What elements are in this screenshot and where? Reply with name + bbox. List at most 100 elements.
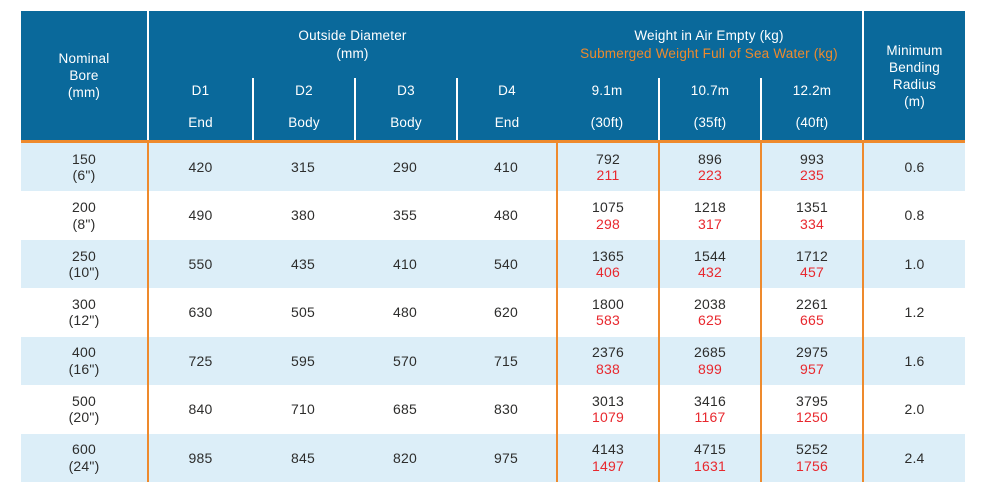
submerged-weight-value: 235: [800, 167, 824, 184]
d3-body-value: 685: [393, 401, 417, 418]
header-min-bending-radius: Minimum Bending Radius (m): [862, 11, 965, 140]
submerged-weight-value: 334: [800, 215, 824, 232]
nominal-bore-inch-value: (16"): [68, 360, 100, 377]
air-weight-value: 1712: [796, 247, 828, 264]
submerged-weight-value: 665: [800, 312, 824, 329]
bending-radius-value: 0.6: [862, 143, 965, 192]
table-row: 300 (12") 630 505 480 620 1800 583 2038 …: [21, 288, 965, 337]
outside-diameter-title-text: Outside Diameter: [298, 27, 407, 43]
d3-body-value: 480: [393, 304, 417, 321]
min-bending-line: Minimum: [886, 42, 943, 58]
d3-body-value: 570: [393, 352, 417, 369]
bending-radius-value: 2.0: [862, 385, 965, 434]
table-body: 150 (6") 420 315 290 410 792 211 896 223…: [21, 143, 965, 482]
nominal-bore-mm-value: 300: [72, 295, 96, 312]
d1-label: D1: [191, 83, 210, 98]
table-row: 200 (8") 490 380 355 480 1075 298 1218 3…: [21, 191, 965, 240]
d2-body-value: 595: [291, 352, 315, 369]
header-d2-column: D2 Body: [252, 78, 354, 140]
air-weight-value: 2975: [796, 344, 828, 361]
air-weight-value: 1218: [694, 199, 726, 216]
d4-end-value: 975: [494, 449, 518, 466]
air-weight-value: 5252: [796, 441, 828, 458]
header-weight-group: Weight in Air Empty (kg) Submerged Weigh…: [556, 11, 862, 140]
nominal-bore-mm-value: 200: [72, 199, 96, 216]
submerged-weight-value: 317: [698, 215, 722, 232]
cell-weight-10-7m: 896 223: [658, 143, 760, 192]
cell-weight-9-1m: 3013 1079: [556, 385, 658, 434]
bending-radius-value: 0.8: [862, 191, 965, 240]
cell-weight-12-2m: 1712 457: [760, 239, 862, 289]
cell-weight-12-2m: 2975 957: [760, 336, 862, 386]
submerged-weight-value: 838: [596, 360, 620, 377]
cell-weight-10-7m: 2685 899: [658, 336, 760, 386]
submerged-weight-value: 625: [698, 312, 722, 329]
d1-end-value: 630: [188, 304, 213, 321]
d1-end-value: 490: [188, 207, 213, 224]
cell-nominal-bore: 150 (6"): [21, 143, 149, 192]
header-weight-titles: Weight in Air Empty (kg) Submerged Weigh…: [556, 11, 862, 78]
d3-label: D3: [397, 83, 415, 98]
air-weight-value: 4143: [592, 441, 624, 458]
cell-nominal-bore: 400 (16"): [21, 336, 149, 386]
d4-end-value: 540: [494, 255, 518, 272]
d1-end-value: 725: [188, 352, 213, 369]
d2-body-value: 845: [291, 449, 315, 466]
air-weight-value: 792: [596, 150, 620, 167]
bending-radius-value: 1.0: [862, 239, 965, 289]
air-weight-value: 3416: [694, 392, 726, 409]
d2-body-value: 710: [291, 401, 315, 418]
header-nominal-bore: Nominal Bore (mm): [21, 11, 149, 140]
bending-radius-value: 1.6: [862, 336, 965, 386]
nominal-bore-mm-value: 250: [72, 247, 96, 264]
cell-weight-12-2m: 5252 1756: [760, 433, 862, 482]
d2-body-value: 435: [291, 255, 315, 272]
air-weight-value: 3013: [592, 392, 624, 409]
d4-position-label: End: [494, 115, 520, 130]
submerged-weight-value: 1250: [796, 409, 828, 426]
header-length-9-1m-column: 9.1m (30ft): [556, 78, 658, 140]
d2-body-value: 380: [291, 207, 315, 224]
cell-weight-9-1m: 1075 298: [556, 191, 658, 240]
header-outside-diameter-title: Outside Diameter (mm): [149, 11, 556, 78]
submerged-weight-value: 1079: [592, 409, 624, 426]
cell-weight-10-7m: 4715 1631: [658, 433, 760, 482]
cell-weight-12-2m: 2261 665: [760, 288, 862, 337]
min-bending-line: Bending: [889, 59, 940, 75]
d1-end-value: 420: [188, 158, 213, 175]
air-weight-value: 896: [698, 150, 722, 167]
cell-nominal-bore: 200 (8"): [21, 191, 149, 240]
submerged-weight-value: 1497: [592, 457, 624, 474]
air-weight-value: 2038: [694, 295, 726, 312]
outside-diameter-unit-text: (mm): [336, 45, 369, 61]
weight-submerged-title: Submerged Weight Full of Sea Water (kg): [580, 45, 838, 61]
min-bending-line: (m): [904, 93, 925, 109]
air-weight-value: 1365: [592, 247, 624, 264]
header-outside-diameter-group: Outside Diameter (mm) D1 End D2 Body D3 …: [149, 11, 556, 140]
nominal-bore-inch-value: (8"): [72, 215, 96, 232]
weight-air-title: Weight in Air Empty (kg): [634, 27, 784, 43]
table-row: 600 (24") 985 845 820 975 4143 1497 4715…: [21, 433, 965, 482]
bending-radius-value: 2.4: [862, 433, 965, 482]
length-9-1m-label: 9.1m: [591, 83, 623, 98]
cell-weight-9-1m: 1800 583: [556, 288, 658, 337]
submerged-weight-value: 957: [800, 360, 824, 377]
length-30ft-label: (30ft): [590, 115, 624, 130]
submerged-weight-value: 457: [800, 264, 824, 281]
submerged-weight-value: 406: [596, 264, 620, 281]
d3-position-label: Body: [390, 115, 422, 130]
cell-nominal-bore: 250 (10"): [21, 239, 149, 289]
cell-weight-12-2m: 3795 1250: [760, 385, 862, 434]
header-nominal-bore-line: (mm): [67, 85, 101, 100]
d4-label: D4: [498, 83, 516, 98]
d3-body-value: 820: [393, 449, 417, 466]
length-12-2m-label: 12.2m: [792, 83, 832, 98]
submerged-weight-value: 899: [698, 360, 722, 377]
d1-end-value: 550: [188, 255, 213, 272]
air-weight-value: 1351: [796, 199, 828, 216]
header-length-10-7m-column: 10.7m (35ft): [658, 78, 760, 140]
min-bending-line: Radius: [892, 76, 937, 92]
submerged-weight-value: 211: [596, 167, 620, 184]
length-40ft-label: (40ft): [795, 115, 829, 130]
air-weight-value: 2261: [796, 295, 828, 312]
